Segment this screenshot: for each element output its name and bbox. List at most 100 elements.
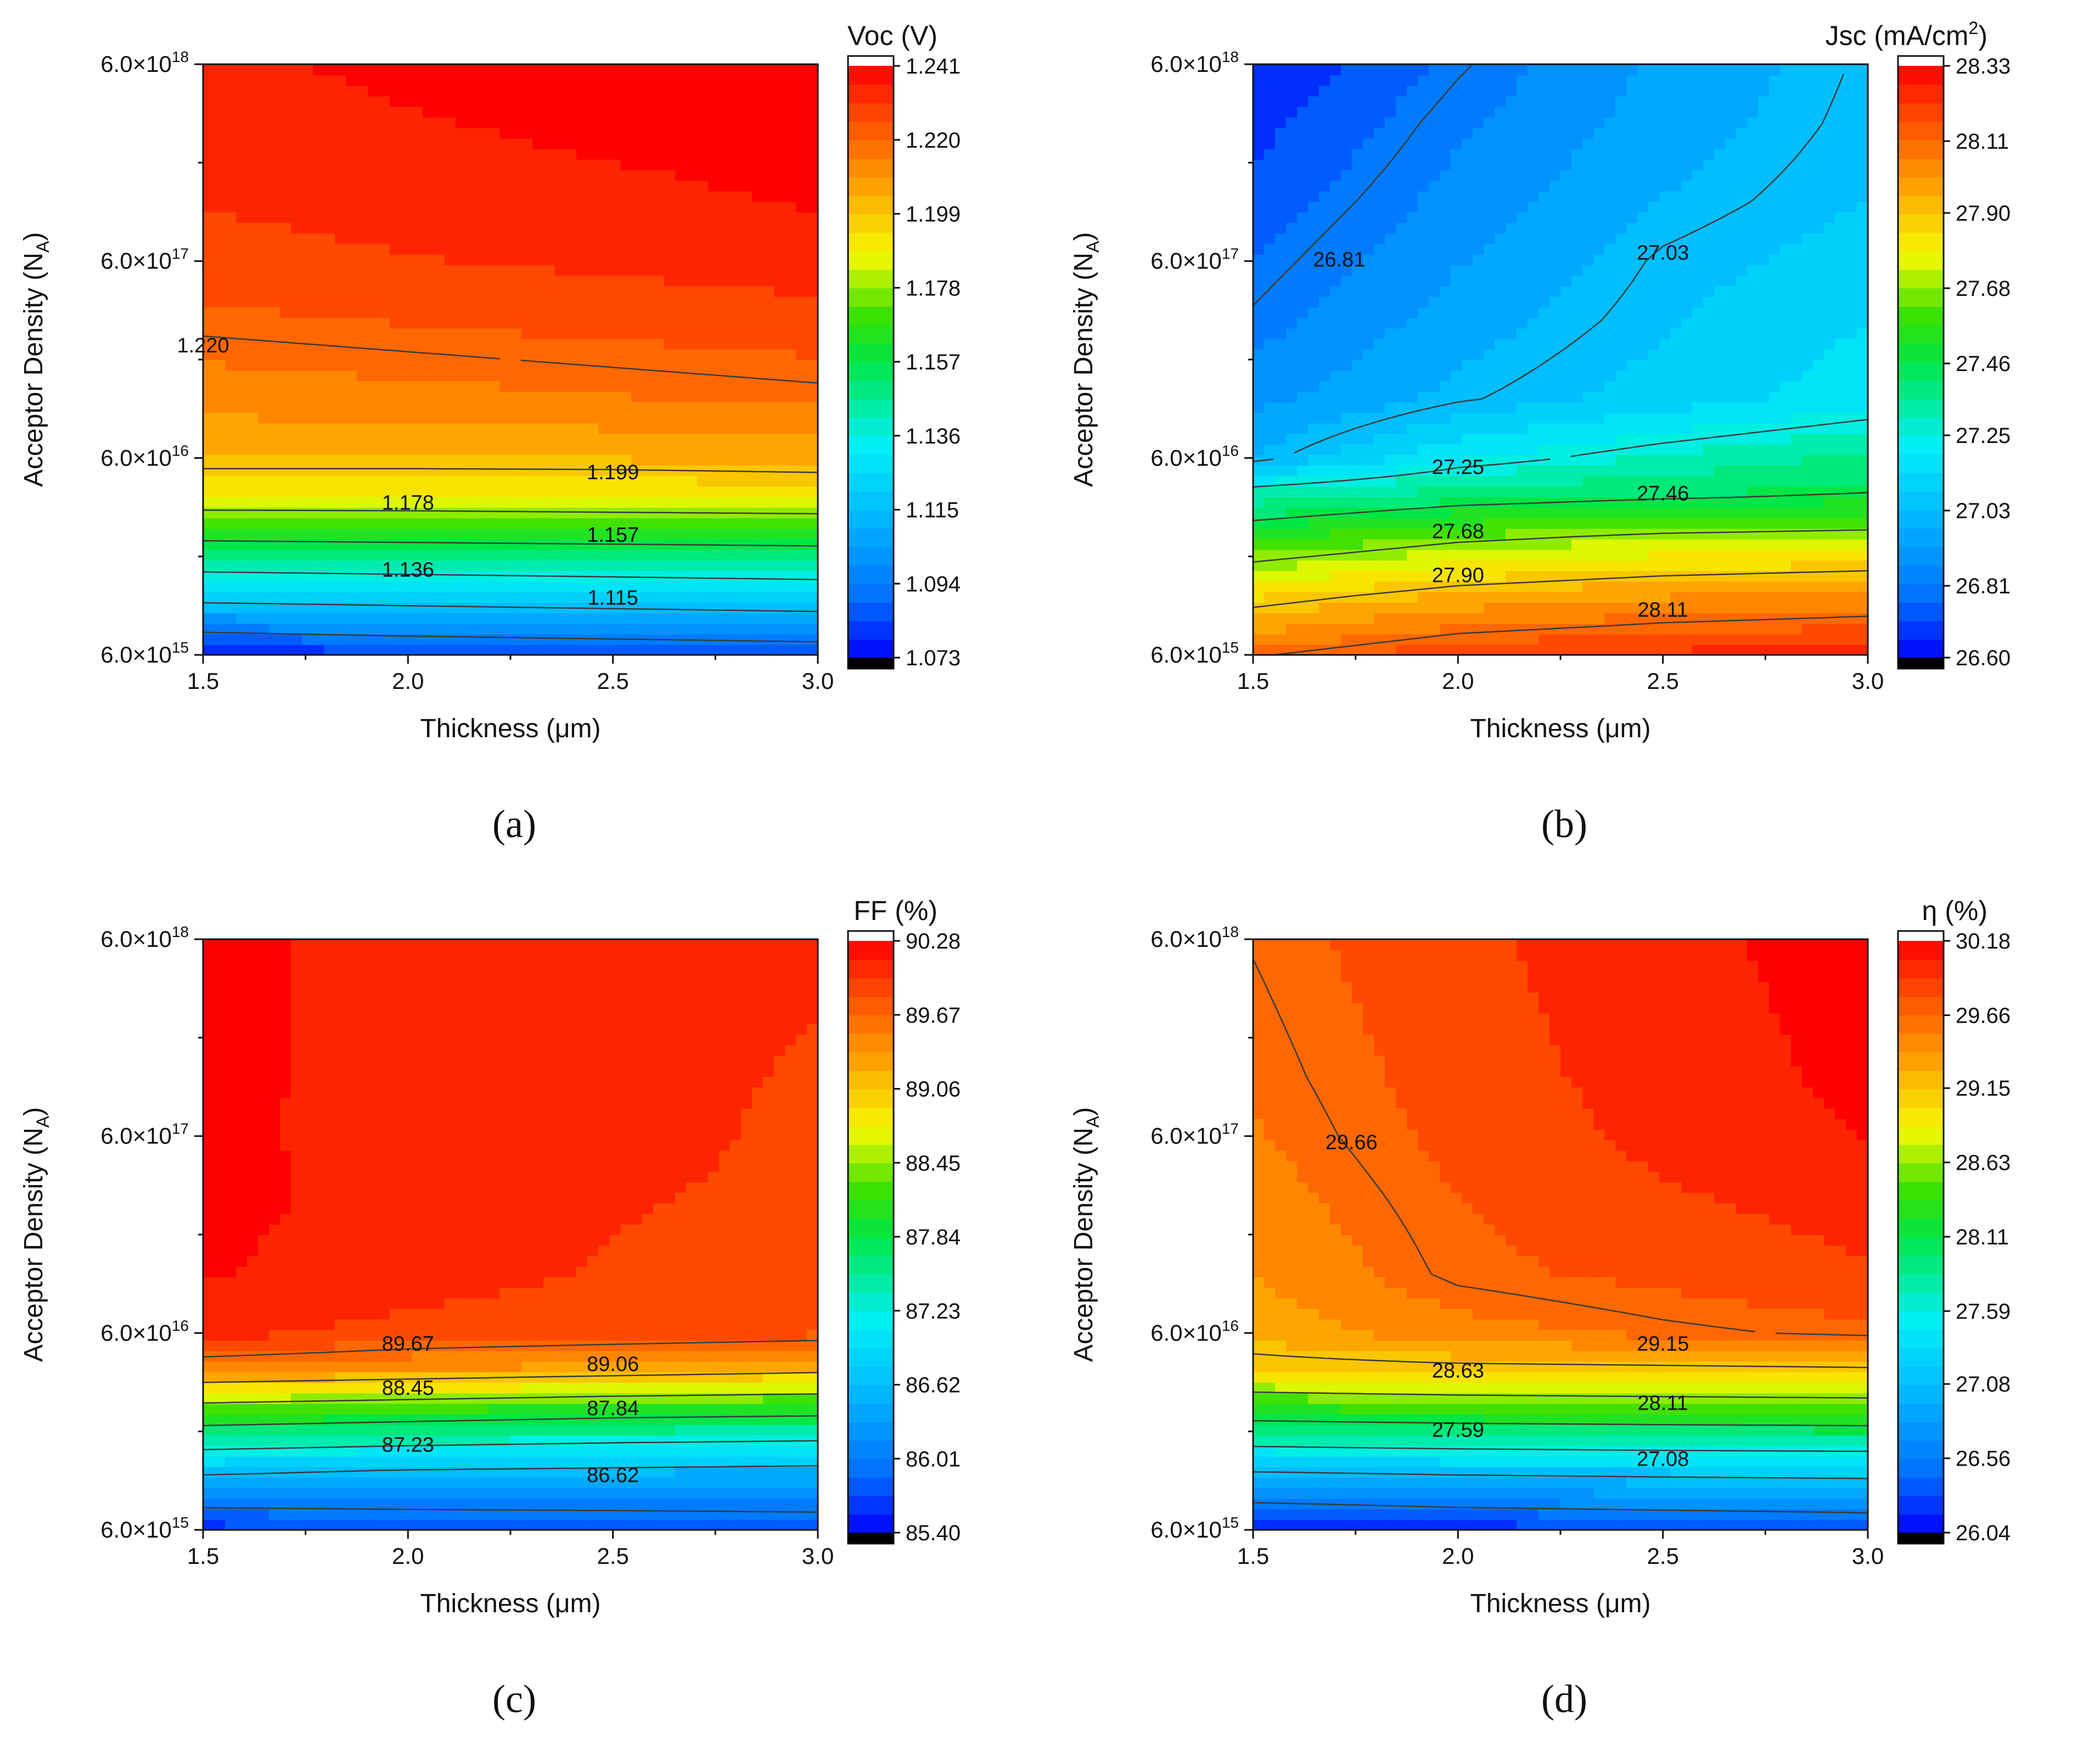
contour-cell xyxy=(269,170,280,181)
contour-cell xyxy=(335,338,346,350)
contour-cell xyxy=(499,613,511,624)
contour-cell xyxy=(247,623,259,635)
contour-cell xyxy=(1297,328,1309,339)
contour-cell xyxy=(664,433,676,445)
contour-cell xyxy=(1615,380,1627,392)
contour-cell xyxy=(434,518,445,529)
contour-cell xyxy=(346,75,357,86)
contour-cell xyxy=(1791,370,1803,382)
contour-cell xyxy=(1484,528,1495,540)
contour-cell xyxy=(1407,380,1418,392)
contour-cell xyxy=(1374,581,1385,592)
contour-cell xyxy=(488,507,500,519)
contour-cell xyxy=(532,275,544,287)
contour-cell xyxy=(203,275,215,287)
contour-cell xyxy=(521,254,533,266)
contour-cell xyxy=(1714,338,1726,350)
contour-label: 1.157 xyxy=(587,524,639,547)
contour-cell xyxy=(214,106,226,118)
contour-cell xyxy=(346,96,357,107)
contour-cell xyxy=(280,243,291,255)
contour-cell xyxy=(554,127,566,139)
contour-cell xyxy=(1396,317,1407,329)
contour-cell xyxy=(763,233,774,244)
contour-cell xyxy=(664,127,676,139)
contour-cell xyxy=(1692,539,1704,550)
contour-cell xyxy=(752,222,763,234)
contour-cell xyxy=(445,212,456,223)
contour-cell xyxy=(1319,633,1330,645)
contour-cell xyxy=(346,570,357,582)
contour-cell xyxy=(1681,570,1693,582)
contour-cell xyxy=(664,254,676,266)
contour-cell xyxy=(1846,391,1857,402)
contour-cell xyxy=(1538,518,1550,529)
contour-cell xyxy=(532,560,544,571)
contour-cell xyxy=(1275,560,1287,571)
contour-cell xyxy=(609,496,621,508)
contour-cell xyxy=(434,201,445,212)
contour-cell xyxy=(269,243,280,255)
contour-cell xyxy=(1824,423,1835,434)
contour-cell xyxy=(225,349,237,360)
contour-cell xyxy=(1813,644,1824,655)
contour-cell xyxy=(1659,549,1671,561)
contour-cell xyxy=(708,475,720,487)
contour-cell xyxy=(1560,591,1572,603)
contour-cell xyxy=(1703,602,1715,614)
contour-cell xyxy=(280,106,291,118)
contour-cell xyxy=(697,75,709,86)
contour-cell xyxy=(280,265,291,276)
contour-cell xyxy=(1396,644,1407,655)
contour-cell xyxy=(203,496,215,508)
contour-cell xyxy=(1352,465,1363,476)
contour-cell xyxy=(510,360,522,371)
contour-cell xyxy=(664,243,676,255)
contour-cell xyxy=(379,338,390,350)
contour-cell xyxy=(741,370,753,382)
contour-cell xyxy=(412,85,423,97)
contour-cell xyxy=(609,401,621,413)
contour-cell xyxy=(532,380,544,392)
contour-cell xyxy=(1846,444,1857,455)
contour-cell xyxy=(1352,433,1363,445)
contour-cell xyxy=(1846,380,1857,392)
contour-cell xyxy=(467,296,478,307)
contour-cell xyxy=(225,159,237,171)
contour-cell xyxy=(1846,560,1857,571)
contour-cell xyxy=(1758,613,1770,624)
contour-cell xyxy=(631,317,643,329)
contour-cell xyxy=(1725,560,1737,571)
colorbar-segment xyxy=(848,473,894,492)
contour-cell xyxy=(796,475,807,487)
contour-cell xyxy=(664,233,676,244)
contour-cell xyxy=(203,296,215,307)
contour-cell xyxy=(499,380,511,392)
contour-cell xyxy=(269,222,280,234)
contour-cell xyxy=(467,180,478,192)
contour-cell xyxy=(741,328,753,339)
contour-cell xyxy=(1517,380,1528,392)
contour-cell xyxy=(1549,539,1561,550)
contour-cell xyxy=(269,349,280,360)
contour-cell xyxy=(1615,486,1627,497)
contour-cell xyxy=(258,581,269,592)
contour-cell xyxy=(1473,486,1484,497)
contour-cell xyxy=(478,570,489,582)
contour-cell xyxy=(1780,454,1792,466)
contour-cell xyxy=(412,138,423,149)
contour-cell xyxy=(543,560,555,571)
contour-cell xyxy=(653,423,665,434)
contour-cell xyxy=(1538,433,1550,445)
contour-cell xyxy=(1637,644,1649,655)
contour-cell xyxy=(291,306,302,318)
contour-cell xyxy=(488,423,500,434)
contour-cell xyxy=(467,190,478,202)
contour-cell xyxy=(510,412,522,424)
contour-cell xyxy=(686,159,698,171)
contour-cell xyxy=(620,444,632,455)
contour-cell xyxy=(653,159,665,171)
contour-cell xyxy=(1374,360,1385,371)
contour-cell xyxy=(346,212,357,223)
contour-cell xyxy=(346,391,357,402)
